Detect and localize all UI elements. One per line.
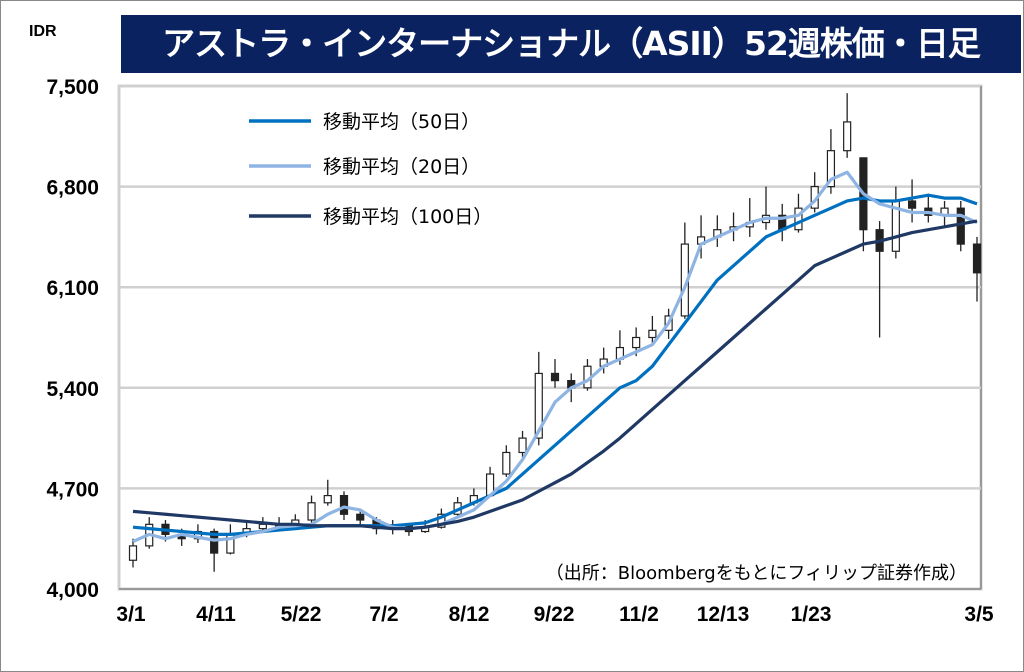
candle-body [339, 494, 349, 515]
ma-line [132, 219, 978, 531]
x-tick-label: 9/22 [534, 603, 575, 626]
x-tick-label: 12/13 [697, 603, 750, 626]
x-tick-label: 7/2 [369, 603, 398, 626]
x-tick-label: 1/23 [791, 603, 832, 626]
candle-body [323, 494, 332, 504]
legend-label: 移動平均（20日） [323, 156, 480, 178]
plot-frame [117, 84, 983, 591]
x-tick-label: 3/1 [116, 603, 146, 626]
candle-body [648, 329, 657, 339]
candle-body [437, 513, 446, 528]
candle-body [502, 451, 511, 475]
candle-body [534, 372, 543, 439]
chart-title: アストラ・インターナショナル（ASII）52週株価・日足 [121, 15, 1021, 73]
candle-body [128, 545, 138, 561]
x-tick-label: 3/5 [964, 603, 994, 626]
x-tick-label: 5/22 [281, 603, 322, 626]
candle-body [794, 207, 803, 231]
candle-body [356, 513, 365, 521]
y-tick-label: 4,000 [46, 579, 99, 602]
candle-body [550, 372, 560, 382]
candle-body [307, 502, 316, 521]
candle-body [956, 207, 965, 245]
legend-label: 移動平均（100日） [323, 206, 492, 228]
x-tick-label: 8/12 [449, 603, 490, 626]
legend-label: 移動平均（50日） [323, 111, 480, 133]
y-tick-label: 7,500 [46, 76, 99, 99]
y-tick-label: 6,800 [46, 177, 99, 200]
x-tick-label: 11/2 [619, 603, 659, 626]
candle-body [258, 523, 267, 530]
candle-body [907, 200, 917, 209]
y-tick-label: 4,700 [46, 478, 99, 501]
ma-line [132, 193, 978, 536]
candle-body [518, 437, 527, 454]
source-note: （出所：Bloombergをもとにフィリップ証券作成） [546, 563, 967, 584]
x-tick-label: 4/11 [196, 603, 236, 626]
candle-body [210, 530, 219, 554]
candle-body [972, 243, 982, 274]
candle-body [826, 150, 836, 188]
y-tick-label: 6,100 [46, 277, 99, 300]
candle-body [843, 121, 852, 152]
y-tick-label: 5,400 [46, 378, 99, 401]
ma-line [132, 170, 978, 544]
candle-body [632, 336, 641, 349]
y-axis-unit: IDR [29, 23, 57, 40]
